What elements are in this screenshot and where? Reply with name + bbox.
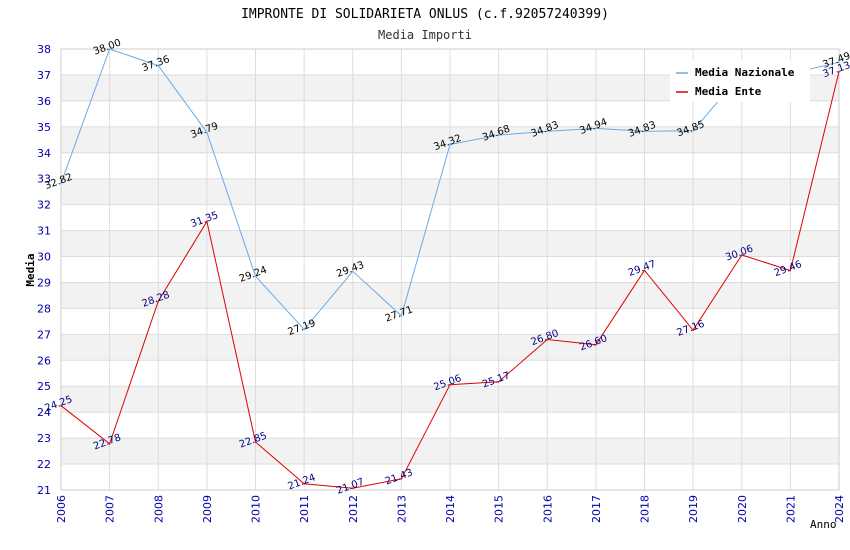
y-tick-label: 25 <box>37 380 51 393</box>
y-tick-label: 27 <box>37 328 51 341</box>
y-tick-label: 30 <box>37 251 51 264</box>
data-label: 29.46 <box>773 259 804 279</box>
x-tick-label: 2006 <box>55 495 68 523</box>
data-point <box>449 383 451 386</box>
data-point <box>740 254 743 256</box>
data-point <box>595 127 597 130</box>
x-tick-label: 2016 <box>541 495 554 523</box>
legend-label-ente: Media Ente <box>695 85 762 98</box>
data-point <box>157 64 160 67</box>
data-label: 29.47 <box>627 259 658 279</box>
y-tick-label: 37 <box>37 69 51 82</box>
y-tick-label: 29 <box>37 276 51 289</box>
y-tick-label: 21 <box>37 484 51 497</box>
y-tick-label: 36 <box>37 95 51 108</box>
chart-subtitle: Media Importi <box>378 28 472 42</box>
data-label: 29.43 <box>335 260 366 280</box>
y-tick-label: 33 <box>37 173 51 186</box>
y-axis-label: Media <box>24 253 37 286</box>
data-point <box>789 269 792 272</box>
data-point <box>206 131 208 134</box>
data-point <box>643 269 646 272</box>
y-tick-label: 35 <box>37 121 51 134</box>
data-point <box>400 478 403 480</box>
x-tick-label: 2014 <box>444 495 457 523</box>
data-point <box>692 129 694 132</box>
data-point <box>449 143 451 146</box>
data-point <box>303 482 305 485</box>
data-point <box>60 404 62 407</box>
x-tick-label: 2007 <box>104 495 117 523</box>
x-tick-label: 2021 <box>784 495 797 523</box>
x-tick-label: 2017 <box>590 495 603 523</box>
data-point <box>254 441 257 443</box>
y-tick-label: 28 <box>37 302 51 315</box>
data-point <box>254 275 257 278</box>
legend-box <box>670 60 810 102</box>
data-point <box>351 270 354 273</box>
data-point <box>351 487 354 489</box>
plot-area-border <box>60 48 840 491</box>
y-tick-label: 34 <box>37 147 51 160</box>
x-tick-label: 2015 <box>493 495 506 523</box>
x-tick-label: 2018 <box>639 495 652 523</box>
series-lines <box>60 48 840 489</box>
data-point <box>157 300 160 302</box>
y-tick-label: 32 <box>37 199 51 212</box>
x-tick-label: 2020 <box>736 495 749 523</box>
data-point <box>497 381 500 383</box>
x-tick-label: 2008 <box>152 495 165 523</box>
data-point <box>643 130 646 133</box>
x-tick-label: 2019 <box>687 495 700 523</box>
data-point <box>838 70 840 73</box>
data-label: 31.35 <box>189 210 220 230</box>
x-axis-label: Anno <box>810 518 837 531</box>
data-point <box>546 338 549 341</box>
data-point <box>838 61 840 64</box>
x-axis-ticks: 2006 2007 2008 2009 2010 2011 2012 2013 2014 2015… <box>55 495 846 523</box>
data-point <box>108 48 111 50</box>
data-point <box>303 328 305 331</box>
data-label: 21.07 <box>335 477 366 497</box>
data-label: 29.24 <box>238 265 269 285</box>
data-point <box>108 443 111 445</box>
data-point <box>497 134 500 136</box>
data-label: 37.36 <box>141 54 172 74</box>
chart-title: IMPRONTE DI SOLIDARIETA ONLUS (c.f.92057… <box>241 7 609 22</box>
y-tick-label: 22 <box>37 458 51 471</box>
data-point <box>692 329 694 332</box>
x-tick-label: 2010 <box>250 495 263 523</box>
data-point <box>60 182 62 185</box>
x-tick-label: 2013 <box>395 495 408 523</box>
x-tick-label: 2011 <box>298 495 311 523</box>
data-point <box>400 315 403 317</box>
x-tick-label: 2009 <box>201 495 214 523</box>
y-tick-label: 26 <box>37 354 51 367</box>
x-tick-label: 2012 <box>347 495 360 523</box>
data-point <box>546 130 549 133</box>
y-axis-ticks: 21 22 23 24 25 26 27 28 29 30 31 32 33 34 35 36 37 38 <box>37 43 51 497</box>
y-tick-label: 38 <box>37 43 51 56</box>
data-label: 21.24 <box>286 472 317 492</box>
y-tick-label: 24 <box>37 406 51 419</box>
y-tick-label: 31 <box>37 225 51 238</box>
data-point <box>595 343 597 346</box>
data-labels: 32.8238.0037.3634.7929.2427.1929.4327.71… <box>43 37 850 496</box>
legend-label-nazionale: Media Nazionale <box>695 66 795 79</box>
legend: Media Nazionale Media Ente <box>670 60 810 102</box>
y-tick-label: 23 <box>37 432 51 445</box>
data-point <box>206 220 208 223</box>
data-label: 21.43 <box>384 467 415 487</box>
x-tick-label: 2024 <box>833 495 846 523</box>
